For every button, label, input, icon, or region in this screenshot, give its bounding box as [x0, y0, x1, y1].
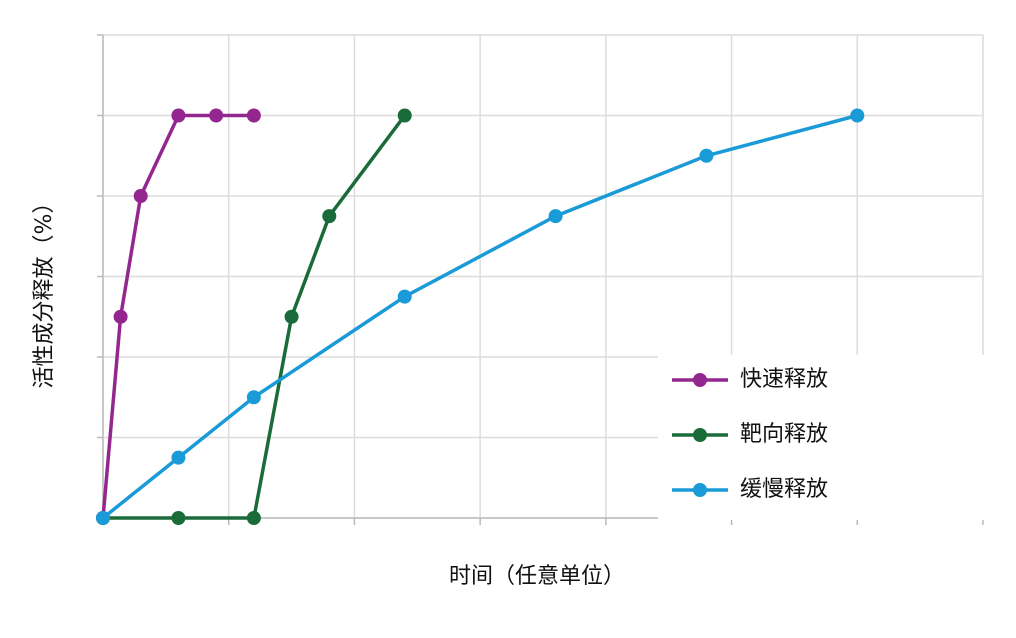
legend-label: 靶向释放 — [740, 422, 828, 447]
legend-box — [658, 355, 998, 520]
x-axis-title: 时间（任意单位） — [449, 564, 625, 589]
data-point — [171, 108, 186, 123]
legend-marker — [693, 483, 707, 497]
legend-marker — [693, 373, 707, 387]
series-line — [103, 114, 407, 520]
data-point — [113, 309, 128, 324]
data-point — [548, 209, 563, 224]
data-point — [850, 108, 865, 123]
data-point — [133, 189, 148, 203]
data-point — [397, 108, 412, 123]
y-axis-title: 活性成分释放（%） — [32, 192, 57, 389]
data-point — [246, 511, 261, 525]
data-point — [284, 309, 299, 324]
data-point — [246, 390, 261, 405]
legend-label: 缓慢释放 — [740, 477, 828, 502]
data-point — [322, 209, 337, 224]
legend-marker — [693, 428, 707, 442]
data-point — [171, 511, 186, 525]
legend-label: 快速释放 — [740, 367, 828, 392]
data-point — [96, 511, 110, 525]
data-point — [699, 148, 714, 163]
data-point — [171, 450, 186, 465]
data-point — [209, 108, 224, 123]
data-point — [397, 289, 412, 304]
data-point — [246, 108, 261, 123]
